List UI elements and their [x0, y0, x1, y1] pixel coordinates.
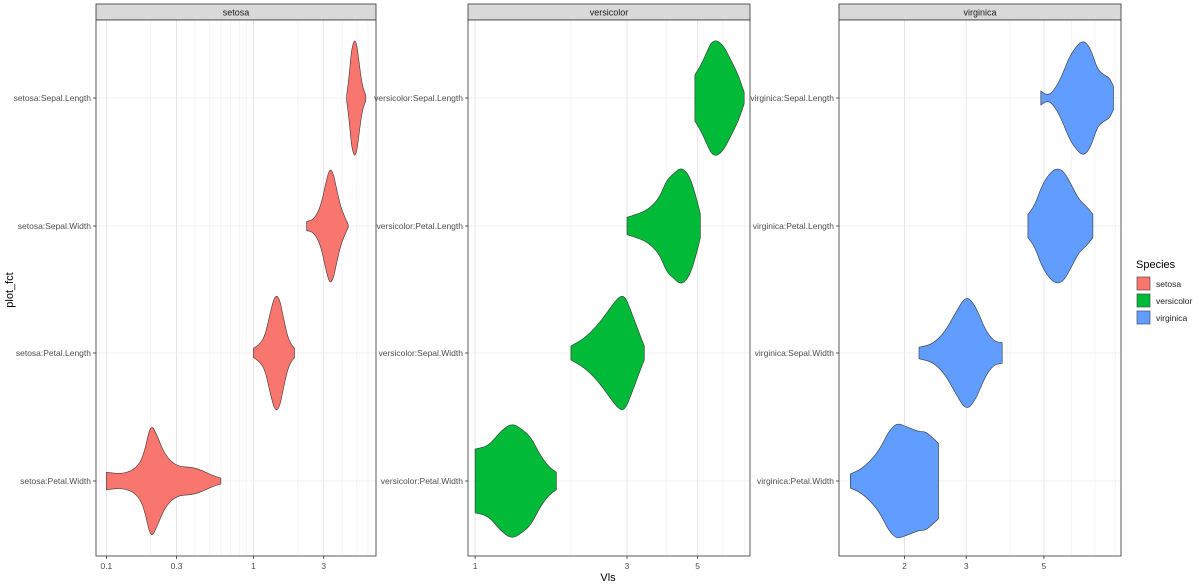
violin-versicolor-sepal-width: [570, 295, 645, 411]
grid-lines: [96, 20, 376, 556]
violin-virginica-sepal-length: [1040, 41, 1114, 155]
legend-label: setosa: [1156, 279, 1181, 289]
x-tick-label: 2: [902, 561, 907, 571]
violin-virginica-petal-width: [850, 423, 939, 539]
violin-versicolor-petal-length: [626, 168, 701, 284]
strip-label-setosa: setosa: [223, 8, 250, 18]
y-tick-label: setosa:Sepal.Length: [13, 93, 91, 103]
y-tick-label: versicolor:Sepal.Width: [378, 348, 463, 358]
y-tick-label: setosa:Petal.Length: [16, 348, 91, 358]
y-tick-label: setosa:Sepal.Width: [18, 221, 92, 231]
violin-setosa-petal-width: [106, 426, 222, 536]
y-tick-label: virginica:Sepal.Length: [750, 93, 834, 103]
violin-versicolor-sepal-length: [694, 40, 745, 156]
violin-virginica-sepal-width: [918, 298, 1003, 408]
y-tick-label: virginica:Petal.Width: [757, 476, 834, 486]
legend-swatch: [1136, 276, 1151, 291]
y-tick-label: versicolor:Petal.Length: [377, 221, 464, 231]
y-tick-label: setosa:Petal.Width: [20, 476, 91, 486]
facet-panel-versicolor: versicolor versicolor:Sepal.Length versico…: [374, 3, 751, 571]
strip-label-versicolor: versicolor: [590, 8, 629, 18]
legend-entry-virginica: virginica: [1136, 310, 1187, 325]
legend-label: virginica: [1156, 313, 1187, 323]
y-tick-label: virginica:Sepal.Width: [755, 348, 835, 358]
x-tick-label: 0.1: [100, 561, 112, 571]
x-tick-label: 3: [321, 561, 326, 571]
facet-panel-virginica: virginica virginica:Sepal.Length virginica…: [750, 3, 1122, 571]
x-tick-label: 0.3: [171, 561, 183, 571]
y-tick-label: versicolor:Petal.Width: [381, 476, 463, 486]
y-axis-title: plot_fct: [4, 272, 16, 307]
legend: Species setosa versicolor virginica: [1136, 259, 1193, 325]
x-tick-label: 1: [473, 561, 478, 571]
x-tick-label: 5: [695, 561, 700, 571]
violin-virginica-petal-length: [1027, 168, 1094, 284]
panel-border: [467, 19, 751, 557]
y-tick-label: virginica:Petal.Length: [753, 221, 835, 231]
strip-label-virginica: virginica: [963, 8, 996, 18]
legend-swatch: [1136, 293, 1151, 308]
panel-border: [95, 19, 377, 557]
legend-label: versicolor: [1156, 296, 1193, 306]
x-tick-label: 1: [251, 561, 256, 571]
facet-panel-setosa: setosa setosa:Sepal.Length setosa:Sepal.Wi…: [13, 3, 377, 571]
violin-setosa-sepal-width: [306, 169, 349, 283]
violin-setosa-sepal-length: [346, 40, 367, 156]
panel-border: [838, 19, 1122, 557]
x-axis-title: Vls: [600, 572, 616, 584]
legend-entry-versicolor: versicolor: [1136, 293, 1193, 308]
y-tick-label: versicolor:Sepal.Length: [374, 93, 463, 103]
legend-entry-setosa: setosa: [1136, 276, 1181, 291]
x-tick-label: 5: [1042, 561, 1047, 571]
facet-panels: setosa setosa:Sepal.Length setosa:Sepal.Wi…: [13, 3, 1122, 571]
x-tick-label: 3: [964, 561, 969, 571]
legend-swatch: [1136, 310, 1151, 325]
x-tick-label: 3: [625, 561, 630, 571]
legend-entries: setosa versicolor virginica: [1136, 276, 1193, 325]
violin-versicolor-petal-width: [474, 424, 557, 538]
legend-title: Species: [1136, 259, 1176, 271]
violin-setosa-petal-length: [253, 295, 295, 411]
